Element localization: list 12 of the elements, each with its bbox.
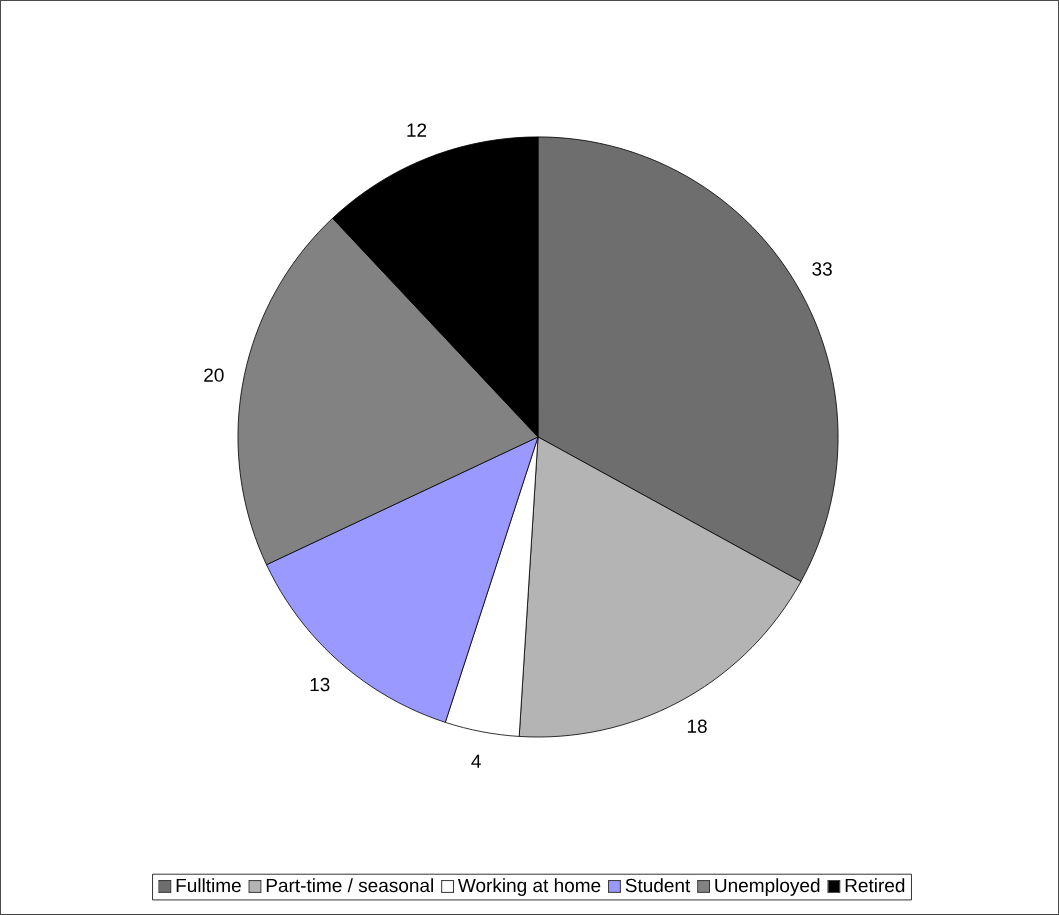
- legend-label: Unemployed: [715, 878, 820, 896]
- data-label: 33: [812, 262, 832, 276]
- data-label: 20: [204, 368, 224, 382]
- legend-label: Fulltime: [176, 878, 241, 893]
- legend-label: Student: [625, 878, 691, 893]
- data-label: 13: [310, 677, 330, 692]
- data-label: 12: [407, 123, 427, 137]
- data-label: 4: [471, 754, 481, 768]
- data-label: 18: [687, 719, 707, 733]
- legend-label: Working at home: [457, 878, 601, 896]
- legend-label: Retired: [845, 878, 905, 893]
- legend-label: Part-time / seasonal: [266, 878, 433, 893]
